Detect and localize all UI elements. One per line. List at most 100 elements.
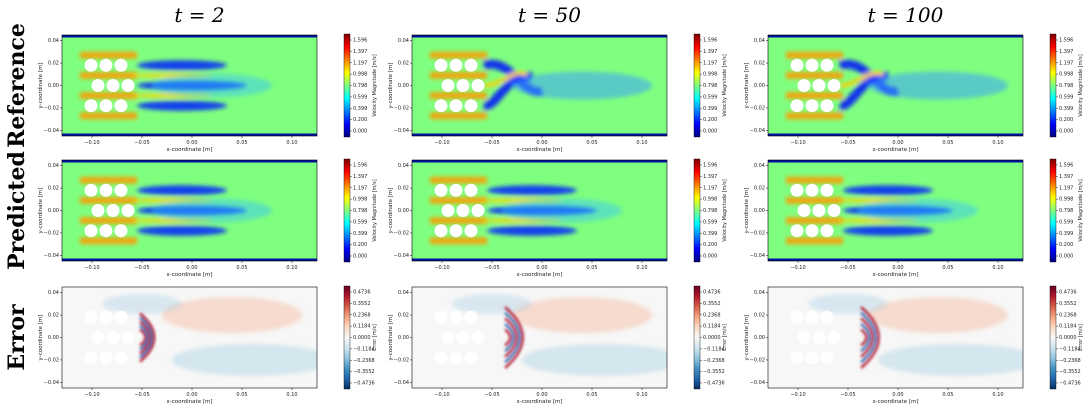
x-tick-label: 0.10: [992, 265, 1003, 271]
cylinder: [805, 224, 819, 238]
cylinder: [790, 310, 804, 324]
y-tick-label: 0.00: [398, 83, 409, 89]
cylinder: [805, 99, 819, 113]
x-tick-label: −0.10: [434, 265, 449, 271]
colorbar-tick-label: 0.798: [353, 83, 367, 89]
cylinder: [805, 310, 819, 324]
velocity-panel: −0.10 −0.05 0.00 0.05 0.10 0.04 0.02 0.00 −0.02 −…: [744, 33, 1084, 153]
y-tick-label: 0.04: [48, 163, 59, 169]
y-tick-label: −0.04: [750, 128, 765, 134]
colorbar-tick-label: 0.798: [353, 208, 367, 214]
colorbar-tick-label: 0.399: [703, 231, 717, 237]
colorbar-tick-label: 1.596: [353, 38, 367, 44]
x-tick-label: −0.05: [840, 140, 855, 146]
cylinder: [456, 331, 470, 344]
colorbar: [343, 33, 351, 138]
x-tick-label: 0.00: [892, 265, 903, 271]
cylinder: [464, 351, 478, 365]
x-tick-label: 0.10: [286, 140, 297, 146]
colorbar-tick-label: 0.599: [703, 94, 717, 100]
cylinder: [820, 99, 834, 113]
y-tick-label: 0.02: [48, 61, 59, 67]
velocity-panel: −0.10 −0.05 0.00 0.05 0.10 0.04 0.02 0.00 −0.02 −…: [38, 158, 378, 278]
x-tick-label: 0.00: [186, 392, 197, 398]
y-tick-label: 0.02: [398, 186, 409, 192]
y-tick-label: −0.02: [44, 231, 59, 237]
y-tick-label: 0.00: [754, 335, 765, 341]
colorbar-tick-label: 0.1184: [703, 324, 721, 330]
colorbar-tick-label: 0.998: [353, 197, 367, 203]
cylinder: [441, 79, 455, 92]
colorbar-tick-label: 0.399: [353, 231, 367, 237]
x-tick-label: 0.10: [636, 140, 647, 146]
x-tick-label: 0.05: [942, 265, 953, 271]
row-title: Reference: [4, 23, 30, 148]
colorbar-tick-label: 0.599: [353, 94, 367, 100]
y-tick-label: −0.02: [44, 106, 59, 112]
y-tick-label: 0.02: [48, 313, 59, 319]
x-axis-label: x-coordinate [m]: [873, 272, 919, 278]
cylinder: [114, 99, 128, 113]
colorbar-tick-label: −0.1184: [703, 346, 725, 352]
colorbar-tick-label: −0.4736: [353, 381, 375, 387]
y-axis-label: y-coordinate [m]: [388, 63, 394, 109]
colorbar-tick-label: −0.4736: [703, 381, 725, 387]
colorbar-tick-label: 0.798: [1059, 208, 1073, 214]
y-axis-label: y-coordinate [m]: [38, 188, 44, 234]
cylinder: [91, 331, 105, 344]
colorbar-tick-label: 1.397: [703, 174, 717, 180]
colorbar-tick-label: −0.4736: [1059, 381, 1081, 387]
colorbar-label: Velocity Magnitude [m/s]: [1078, 54, 1084, 116]
colorbar-tick-label: 0.599: [1059, 94, 1073, 100]
column-title: t = 50: [518, 3, 581, 27]
cylinder: [84, 99, 98, 113]
x-tick-label: 0.05: [236, 140, 247, 146]
cylinder: [99, 58, 113, 72]
colorbar-tick-label: 1.596: [353, 163, 367, 169]
colorbar-tick-label: −0.1184: [353, 346, 375, 352]
colorbar-tick-label: 1.397: [703, 49, 717, 55]
colorbar-tick-label: 0.000: [1059, 254, 1073, 260]
x-tick-label: −0.05: [484, 392, 499, 398]
x-tick-label: 0.10: [636, 265, 647, 271]
colorbar-tick-label: 0.599: [353, 219, 367, 225]
cylinder: [99, 224, 113, 238]
cylinder: [827, 79, 841, 92]
y-tick-label: −0.04: [44, 380, 59, 386]
x-tick-label: 0.05: [586, 140, 597, 146]
colorbar-tick-label: 1.197: [1059, 185, 1073, 191]
colorbar-tick-label: 1.397: [1059, 174, 1073, 180]
colorbar-tick-label: 0.998: [353, 72, 367, 78]
colorbar-tick-label: 1.197: [703, 60, 717, 66]
cylinder: [106, 79, 120, 92]
x-tick-label: −0.10: [84, 265, 99, 271]
y-tick-label: −0.02: [394, 231, 409, 237]
y-tick-label: −0.02: [750, 231, 765, 237]
x-tick-label: −0.05: [134, 140, 149, 146]
colorbar-tick-label: 1.596: [703, 163, 717, 169]
colorbar-tick-label: 0.200: [353, 242, 367, 248]
cylinder: [84, 183, 98, 197]
x-tick-label: 0.00: [186, 265, 197, 271]
colorbar-tick-label: 0.599: [703, 219, 717, 225]
cylinder: [820, 310, 834, 324]
colorbar-tick-label: 1.197: [353, 60, 367, 66]
colorbar-label: Velocity Magnitude [m/s]: [372, 179, 378, 241]
cylinder: [99, 310, 113, 324]
colorbar-tick-label: 0.798: [703, 83, 717, 89]
y-tick-label: −0.02: [750, 358, 765, 364]
colorbar-label: Velocity Magnitude [m/s]: [722, 179, 728, 241]
colorbar-tick-label: 0.200: [703, 117, 717, 123]
cylinder: [434, 183, 448, 197]
cylinder: [790, 183, 804, 197]
cylinder: [91, 204, 105, 217]
colorbar-tick-label: 1.197: [353, 185, 367, 191]
x-tick-label: 0.05: [586, 392, 597, 398]
colorbar-tick-label: 0.000: [353, 254, 367, 260]
x-tick-label: −0.10: [84, 392, 99, 398]
cylinder: [106, 204, 120, 217]
colorbar-tick-label: −0.3552: [353, 369, 375, 375]
cylinder: [99, 183, 113, 197]
velocity-panel: −0.10 −0.05 0.00 0.05 0.10 0.04 0.02 0.00 −0.02 −…: [388, 158, 728, 278]
cylinder: [827, 331, 841, 344]
